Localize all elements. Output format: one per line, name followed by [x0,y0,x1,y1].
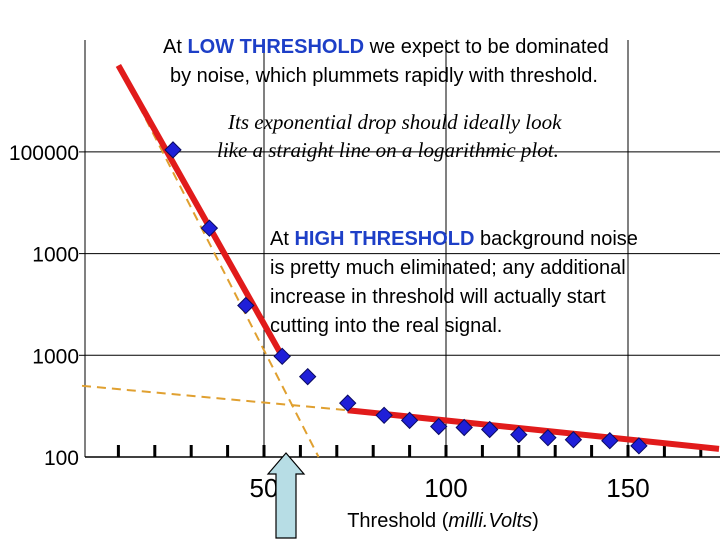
data-points [164,141,648,455]
y-tick-label: 100 [44,447,79,470]
data-point [164,141,182,159]
data-point [200,219,219,237]
data-point [455,418,473,437]
low-threshold-note-line1: At LOW THRESHOLD we expect to be dominat… [163,36,609,58]
data-point [237,296,255,315]
high-threshold-note-line1: At HIGH THRESHOLD background noise [270,228,638,250]
y-tick-label: 1000 [32,244,79,267]
x-tick-label: 50 [250,473,279,503]
data-point [375,406,393,425]
dashed-extensions [81,64,348,458]
chart-grid [85,40,720,457]
y-tick-label: 1000 [32,345,79,368]
data-point [564,431,583,449]
threshold-arrow-icon [266,452,306,539]
x-axis-label: Threshold (milli.Volts) [347,510,539,532]
dashed-line-low_threshold_ext [117,64,320,458]
high-threshold-note-line2: is pretty much eliminated; any additiona… [270,257,626,279]
data-point [273,347,291,366]
log-plot-note-line2: like a straight line on a logarithmic pl… [217,138,559,162]
dashed-line-high_threshold_ext [81,384,348,412]
x-tick-labels: 50 100 150 [250,473,650,503]
high-threshold-note-line4: cutting into the real signal. [270,315,502,337]
log-plot-note-line1: Its exponential drop should ideally look [227,110,562,134]
fit-line-high_threshold [347,407,720,452]
high-threshold-note-line3: increase in threshold will actually star… [270,286,606,308]
y-tick-labels: 100000 1000 1000 100 [9,142,79,470]
chart-axes [79,40,720,458]
low-threshold-note-line2: by noise, which plummets rapidly with th… [170,65,598,87]
data-point [430,417,448,436]
high-threshold-highlight: HIGH THRESHOLD [294,228,474,250]
x-tick-label: 150 [606,473,649,503]
data-point [298,367,317,386]
low-threshold-highlight: LOW THRESHOLD [187,36,364,58]
data-point [601,432,619,450]
data-point [539,428,557,447]
y-tick-label: 100000 [9,142,79,165]
data-point [510,425,528,444]
fit-line-low_threshold [115,63,285,358]
data-point [400,411,419,430]
data-point [480,420,499,439]
data-point [630,437,648,455]
data-point [339,394,357,412]
x-tick-label: 100 [424,473,467,503]
